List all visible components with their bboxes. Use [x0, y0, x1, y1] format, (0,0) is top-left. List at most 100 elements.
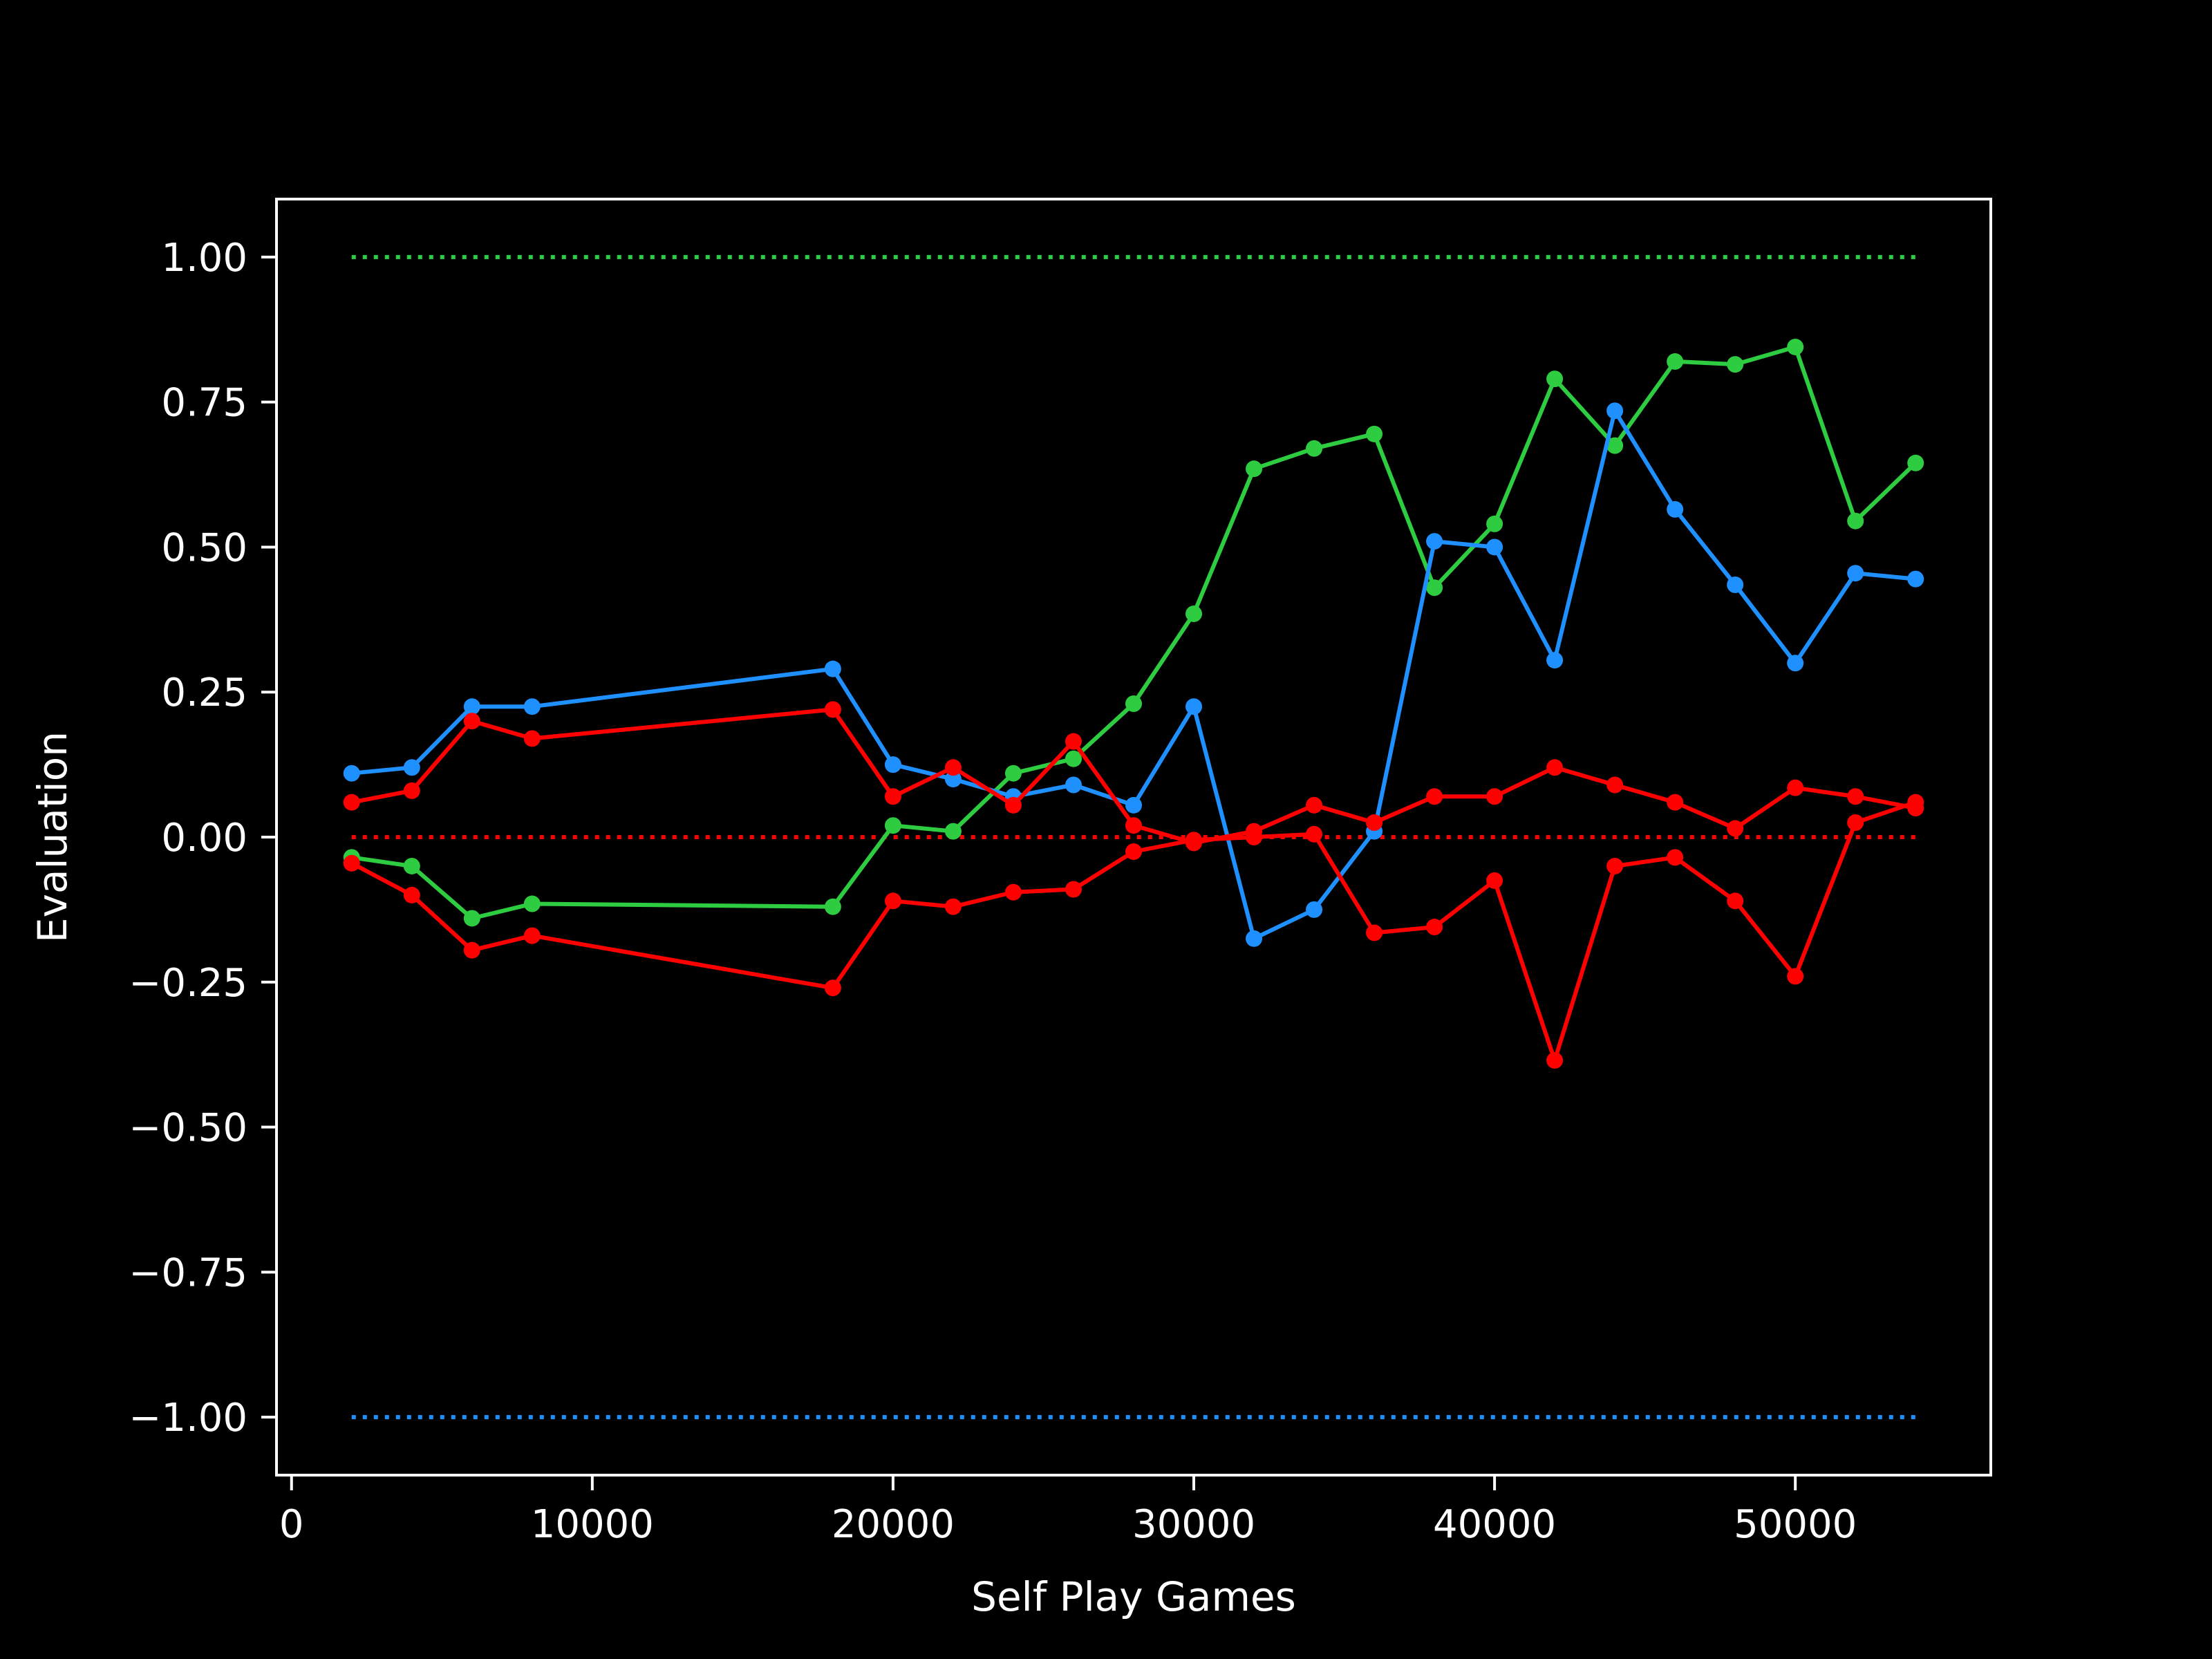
series-3-point-16 [1546, 1052, 1564, 1069]
series-0-point-11 [1246, 460, 1263, 478]
series-1-point-8 [1065, 776, 1082, 794]
series-3 [343, 794, 1924, 1069]
series-3-point-15 [1486, 872, 1503, 889]
series-2-point-6 [944, 759, 962, 776]
series-0-point-9 [1125, 695, 1142, 713]
series-3-point-10 [1185, 832, 1203, 849]
series-1-point-16 [1546, 652, 1564, 669]
series-0-point-6 [944, 823, 962, 840]
series-3-point-2 [463, 941, 480, 959]
y-axis-label: Evaluation [29, 731, 76, 943]
series-0 [343, 338, 1924, 927]
series-1-point-19 [1727, 576, 1744, 593]
series-0-point-3 [523, 895, 541, 912]
x-axis-ticks: 0 10000 20000 30000 40000 50000 [279, 1475, 1857, 1547]
series-1-point-2 [463, 698, 480, 715]
series-2-point-16 [1546, 759, 1564, 776]
series-3-point-13 [1366, 924, 1383, 941]
y-tick-label-5: 0.25 [161, 671, 247, 715]
series-3-point-12 [1306, 825, 1323, 843]
series-0-point-7 [1004, 765, 1022, 782]
series-3-point-8 [1065, 881, 1082, 898]
series-2-point-21 [1847, 788, 1864, 805]
series-2-point-3 [523, 730, 541, 747]
x-tick-label-1: 10000 [531, 1502, 654, 1547]
series-1-point-18 [1667, 500, 1684, 518]
series-1-point-0 [343, 765, 360, 782]
series-0-point-4 [824, 898, 841, 915]
y-axis-ticks: −1.00 −0.75 −0.50 −0.25 0.00 0.25 0.50 0.75 1.00 [129, 236, 276, 1441]
y-tick-label-0: −1.00 [129, 1396, 247, 1441]
x-tick-label-4: 40000 [1433, 1502, 1556, 1547]
y-tick-label-1: −0.75 [129, 1250, 247, 1295]
y-tick-label-3: −0.25 [129, 961, 247, 1006]
series-1-point-14 [1426, 533, 1443, 550]
series-0-point-10 [1185, 605, 1203, 622]
series-3-point-1 [403, 886, 420, 903]
series-2-point-5 [884, 788, 901, 805]
series-2-point-4 [824, 701, 841, 718]
series-2-point-13 [1366, 814, 1383, 832]
series-3-point-18 [1667, 849, 1684, 866]
series-0-point-16 [1546, 371, 1564, 388]
series-0-point-18 [1667, 353, 1684, 370]
y-tick-label-8: 1.00 [161, 236, 247, 281]
series-3-point-22 [1907, 794, 1924, 811]
series-0-point-15 [1486, 515, 1503, 532]
series-1-point-21 [1847, 565, 1864, 582]
x-tick-label-3: 30000 [1132, 1502, 1255, 1547]
series-2-point-15 [1486, 788, 1503, 805]
series-2-point-12 [1306, 796, 1323, 814]
series-2-point-20 [1787, 779, 1804, 796]
series-0-point-1 [403, 857, 420, 874]
series-3-point-21 [1847, 814, 1864, 832]
series-2-point-19 [1727, 820, 1744, 837]
series-1-point-22 [1907, 570, 1924, 588]
series-2-point-2 [463, 713, 480, 730]
series-3-point-0 [343, 854, 360, 872]
series-2-point-0 [343, 794, 360, 811]
series-2-point-14 [1426, 788, 1443, 805]
series-1-point-15 [1486, 538, 1503, 556]
series-layer [343, 338, 1924, 1069]
series-0-point-20 [1787, 338, 1804, 355]
series-0-point-13 [1366, 425, 1383, 442]
series-1-point-12 [1306, 901, 1323, 918]
series-3-point-3 [523, 927, 541, 944]
series-2-point-18 [1667, 794, 1684, 811]
y-tick-label-7: 0.75 [161, 381, 247, 426]
series-0-point-21 [1847, 512, 1864, 529]
series-0-point-19 [1727, 356, 1744, 373]
series-3-point-20 [1787, 968, 1804, 985]
series-3-point-19 [1727, 892, 1744, 910]
series-1-point-4 [824, 660, 841, 677]
series-2-point-9 [1125, 817, 1142, 834]
series-1-point-9 [1125, 796, 1142, 814]
series-3-point-5 [884, 892, 901, 910]
series-1-point-17 [1606, 402, 1624, 420]
y-tick-label-6: 0.50 [161, 525, 247, 570]
series-2-point-7 [1004, 796, 1022, 814]
series-1 [343, 402, 1924, 947]
series-0-point-12 [1306, 440, 1323, 457]
series-0-point-8 [1065, 750, 1082, 767]
series-1-point-11 [1246, 930, 1263, 947]
series-3-point-4 [824, 980, 841, 997]
series-1-point-10 [1185, 698, 1203, 715]
series-2-point-17 [1606, 776, 1624, 794]
series-2-point-1 [403, 782, 420, 799]
series-1-point-3 [523, 698, 541, 715]
series-0-point-5 [884, 817, 901, 834]
x-tick-label-5: 50000 [1734, 1502, 1857, 1547]
series-1-point-6 [944, 771, 962, 788]
x-tick-label-2: 20000 [832, 1502, 955, 1547]
y-tick-label-4: 0.00 [161, 816, 247, 861]
x-tick-label-0: 0 [279, 1502, 304, 1547]
series-1-point-1 [403, 759, 420, 776]
series-3-point-9 [1125, 843, 1142, 860]
series-1-point-20 [1787, 655, 1804, 672]
series-3-point-17 [1606, 857, 1624, 874]
series-0-point-2 [463, 910, 480, 927]
